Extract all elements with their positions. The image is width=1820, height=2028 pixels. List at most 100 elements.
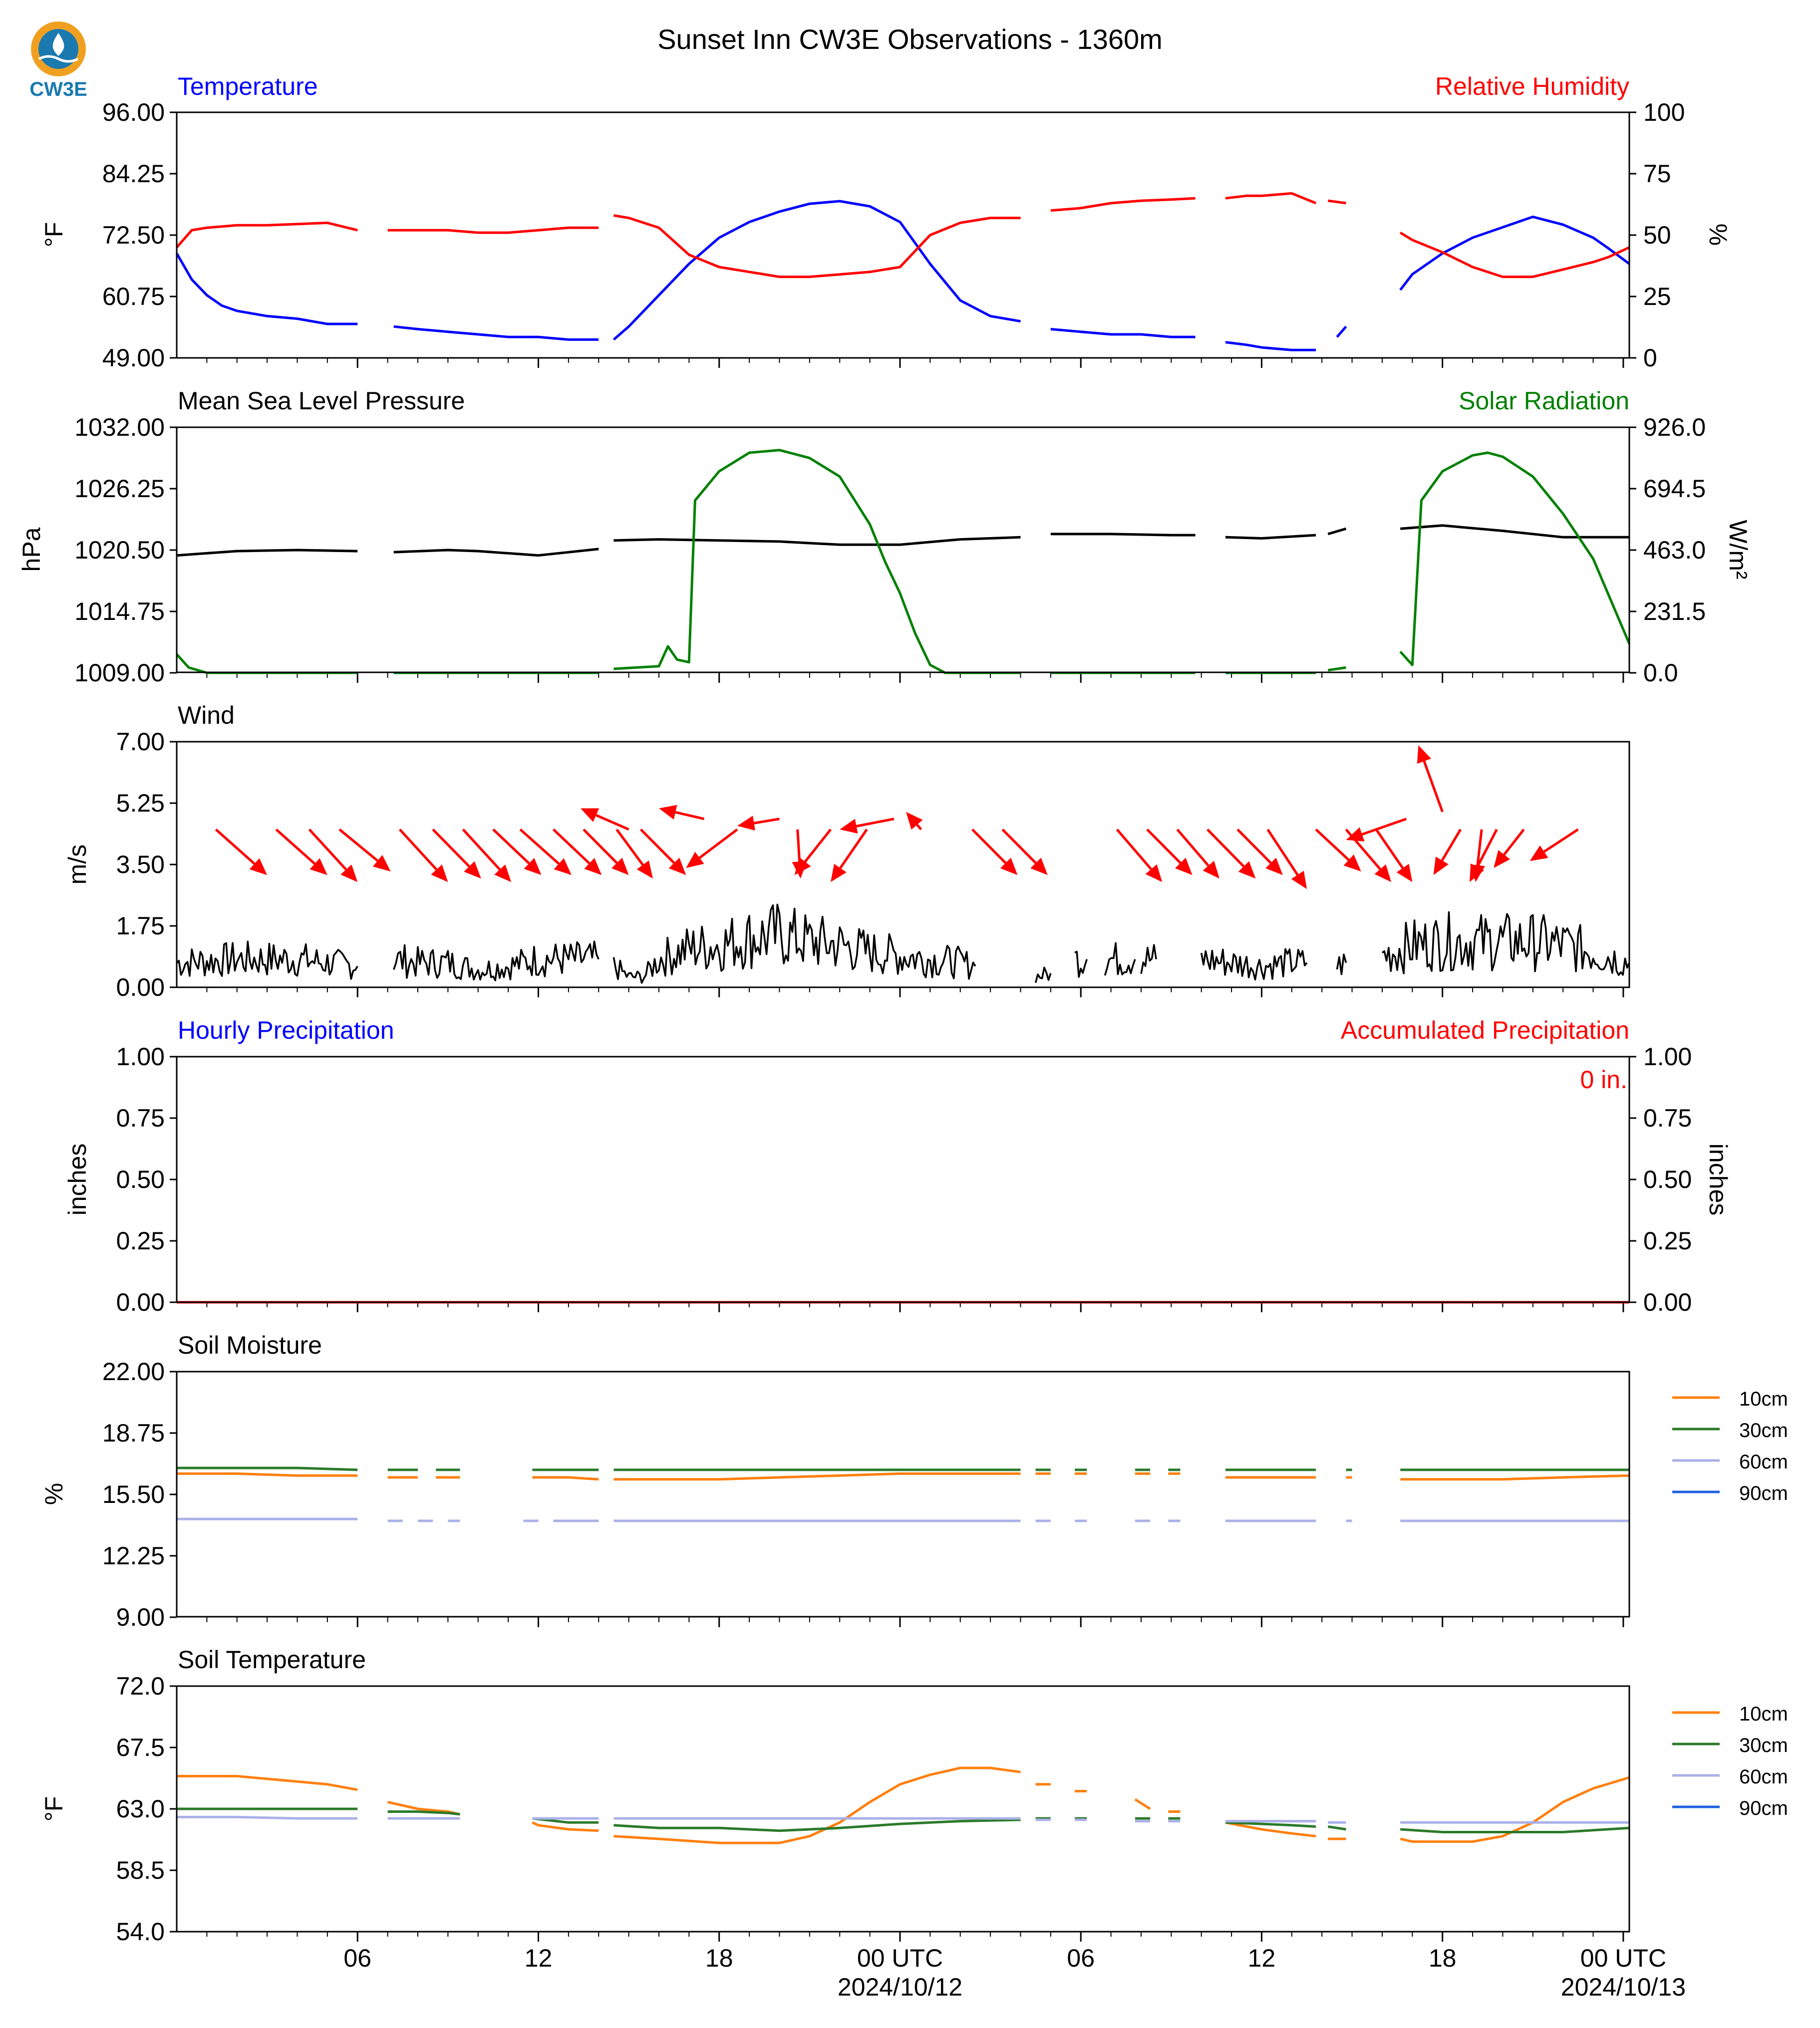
wind-arrow-shaft [596,814,629,831]
series-line-10cm [177,1774,358,1791]
wind-arrow-shaft [1476,829,1483,866]
x-tick-date-label: 2024/10/13 [1561,1973,1686,2001]
wind-arrow-shaft [338,828,378,862]
series-line-temperature [1050,327,1196,338]
series-line-wind [612,903,976,984]
wind-arrow-shaft [1116,829,1152,870]
cw3e-logo: CW3E [29,21,87,100]
y-tick-label-right: 25 [1643,283,1671,310]
y-tick-label: 0.25 [116,1227,165,1255]
wind-arrow-shaft [615,829,644,866]
plot-area: 0.00 1.75 3.50 5.25 7.00 [116,728,1630,1001]
y-tick-label: 58.5 [116,1856,165,1884]
wind-arrow-head [1433,857,1449,875]
wind-arrow-head [1470,864,1484,882]
wind-arrow-head [611,858,629,875]
y-tick-label: 72.50 [102,221,165,249]
y-tick-label-right: 1.00 [1643,1043,1692,1071]
logo-wave-icon [38,55,79,63]
series-line-30cm [387,1810,460,1816]
panel-soil-moisture: Soil Moisture % 9.00 12.25 15.50 18.75 22.00… [40,1331,1788,1631]
wind-arrow-head [1030,858,1048,875]
y-tick-label: 60.75 [102,283,165,310]
series-line-10cm [532,1821,599,1832]
wind-arrow-shaft [1441,829,1462,862]
y-tick-label: 1014.75 [74,597,165,625]
wind-arrow-shaft [1206,828,1245,868]
wind-arrow-shaft [698,828,738,859]
panel-title-right: Solar Radiation [1459,387,1629,415]
y-tick-label: 1026.25 [74,475,165,503]
wind-arrow-shaft [971,828,1007,864]
y-tick-label-right: 0.00 [1643,1288,1692,1316]
series-line-30cm [613,1818,1021,1832]
wind-arrow-shaft [432,828,470,868]
wind-arrow-head [1000,858,1018,875]
x-tick-label: 18 [1429,1944,1457,1972]
wind-arrow-head [737,816,755,831]
wind-arrow-head [309,858,327,875]
x-tick-label: 18 [705,1944,733,1972]
series-line-solar-radiation [613,449,1021,674]
legend-label: 30cm [1739,1735,1788,1756]
y-tick-label-right: 463.0 [1643,536,1706,564]
series-line-temperature [1399,215,1630,291]
y-tick-label: 0.50 [116,1165,165,1193]
y-tick-label: 1020.50 [74,536,165,564]
panel-title-left: Temperature [178,72,318,100]
series-line-mean-sea-level-pressure [1225,534,1316,540]
y-tick-label: 7.00 [116,728,165,756]
series-line-temperature [1336,325,1347,338]
wind-arrow-head [658,805,677,820]
wind-arrow-shaft [804,829,832,863]
x-tick-label: 12 [1248,1944,1276,1972]
wind-arrow-head [340,864,358,882]
panel-frame [176,1371,1630,1618]
series-line-wind [1140,944,1157,974]
plot-area: 49.00 60.75 72.50 84.25 96.00 0 25 50 75 100 [102,98,1685,372]
panel-frame [176,111,1630,359]
series-line-30cm [1327,1825,1346,1831]
y-tick-label: 0.00 [116,1288,165,1316]
y-axis-label: °F [40,1796,68,1822]
panel-frame [176,741,1630,988]
wind-arrow-head [524,858,542,875]
y-tick-label: 96.00 [102,98,165,126]
panel-frame [176,1056,1630,1303]
wind-arrow-head [1417,745,1432,764]
panel-title-right: Relative Humidity [1435,72,1629,100]
wind-arrow-shaft [916,824,922,831]
panel-title-left: Soil Moisture [178,1331,322,1359]
x-tick-label: 12 [525,1944,553,1972]
wind-arrow-head [372,855,391,872]
series-line-mean-sea-level-pressure [613,536,1021,546]
wind-arrow-head [1396,864,1413,882]
wind-arrow-shaft [1361,818,1407,836]
y-axis-label: hPa [17,527,45,572]
wind-arrow-shaft [583,828,618,864]
panel-precipitation: Hourly Precipitation Accumulated Precipi… [63,1016,1732,1316]
wind-arrow-head [686,852,704,869]
series-line-60cm [177,1815,358,1820]
wind-arrow-shaft [552,828,591,865]
wind-arrow-shaft [492,828,530,865]
wind-arrow-head [1145,864,1163,882]
y-tick-label: 3.50 [116,851,165,878]
legend-label: 90cm [1739,1482,1788,1504]
y-tick-label-right: 0.50 [1643,1165,1692,1193]
series-line-wind [1381,911,1630,976]
legend-label: 60cm [1739,1766,1788,1788]
y-tick-label-right: 0.25 [1643,1227,1692,1255]
wind-arrow-shaft [398,829,438,870]
wind-arrow-shaft [1476,829,1498,868]
y-axis-label-right: % [1704,224,1732,246]
wind-arrow-shaft [754,818,780,825]
logo-text: CW3E [29,78,87,100]
series-line-wind [1200,948,1308,981]
series-line-10cm [1400,1474,1630,1481]
x-tick-label: 06 [1067,1944,1095,1972]
x-tick-date-label: 2024/10/12 [838,1973,962,2001]
y-axis-label: m/s [63,845,91,885]
wind-arrow-head [581,808,600,822]
y-tick-label: 54.0 [116,1918,165,1946]
